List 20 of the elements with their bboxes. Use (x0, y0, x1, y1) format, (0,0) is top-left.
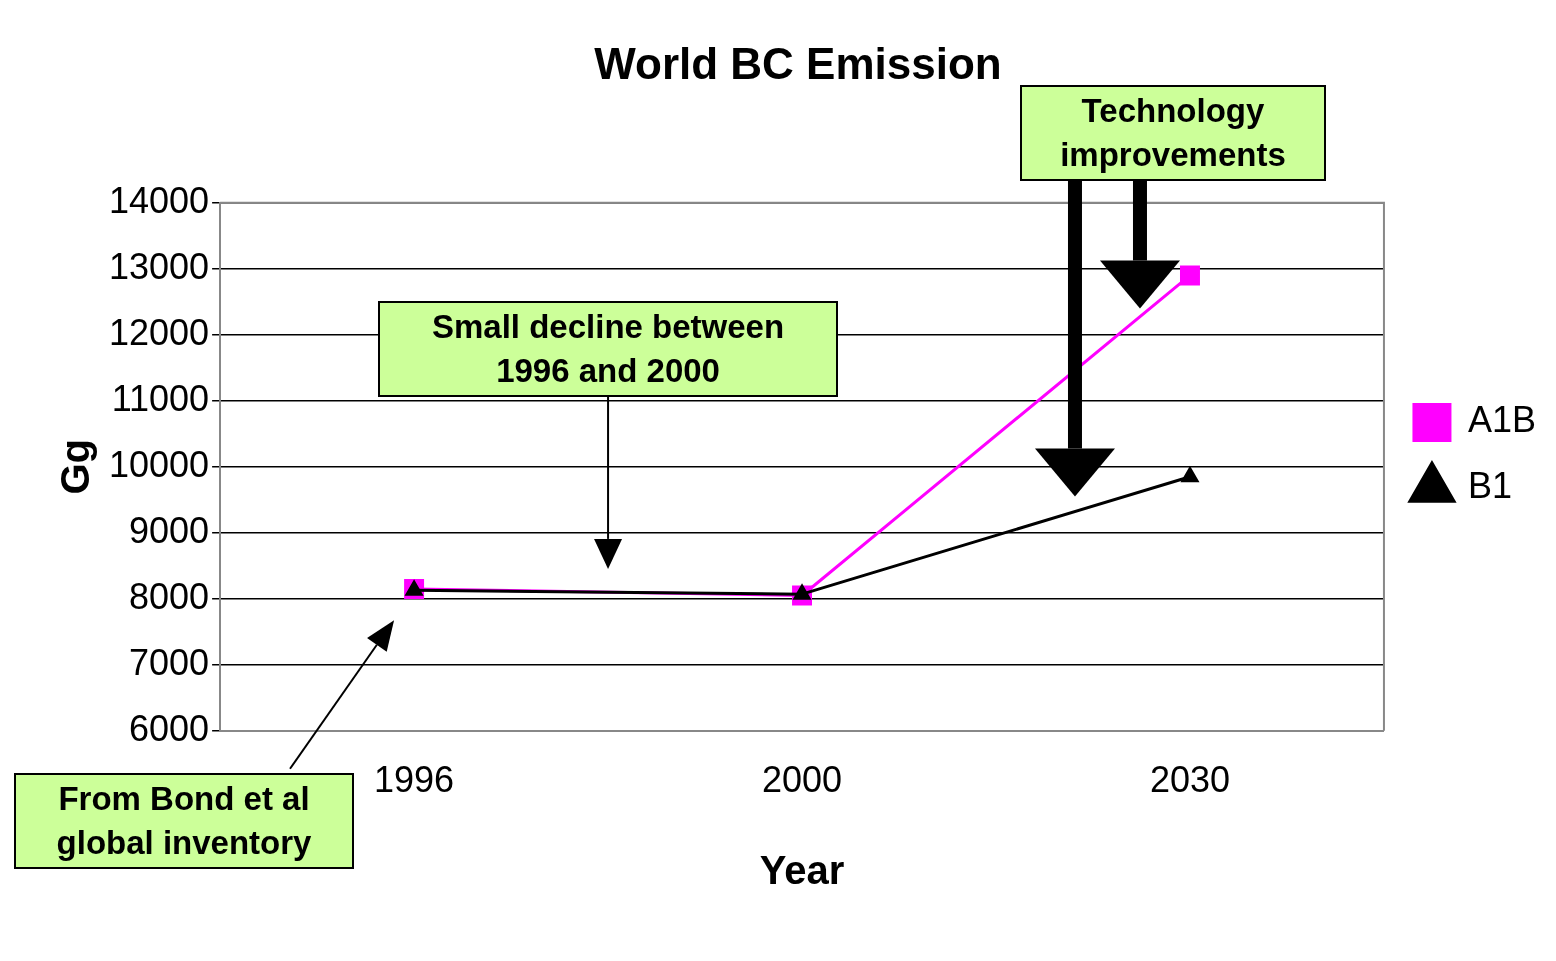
chart-title: World BC Emission (594, 38, 1002, 88)
callout-box: Small decline between 1996 and 2000 (378, 300, 839, 397)
legend-label: A1B (1467, 399, 1536, 441)
y-tick-label: 6000 (129, 707, 210, 749)
y-tick-label: 11000 (111, 377, 210, 419)
x-axis-title: Year (759, 848, 845, 893)
x-tick-label: 2000 (761, 759, 843, 801)
y-tick-label: 7000 (129, 641, 210, 683)
y-tick-label: 12000 (109, 311, 210, 353)
y-tick-label: 8000 (129, 575, 210, 617)
callout-box: Technology improvements (1019, 84, 1326, 181)
x-tick-label: 2030 (1149, 759, 1231, 801)
x-tick-label: 1996 (374, 759, 455, 801)
y-tick-label: 14000 (109, 179, 210, 221)
y-axis-title: Gg (53, 439, 98, 495)
y-tick-label: 13000 (109, 245, 210, 287)
y-tick-label: 10000 (109, 443, 210, 485)
callout-box: From Bond et al global inventory (14, 772, 354, 869)
y-tick-label: 9000 (129, 509, 210, 551)
legend-label: B1 (1467, 465, 1512, 507)
